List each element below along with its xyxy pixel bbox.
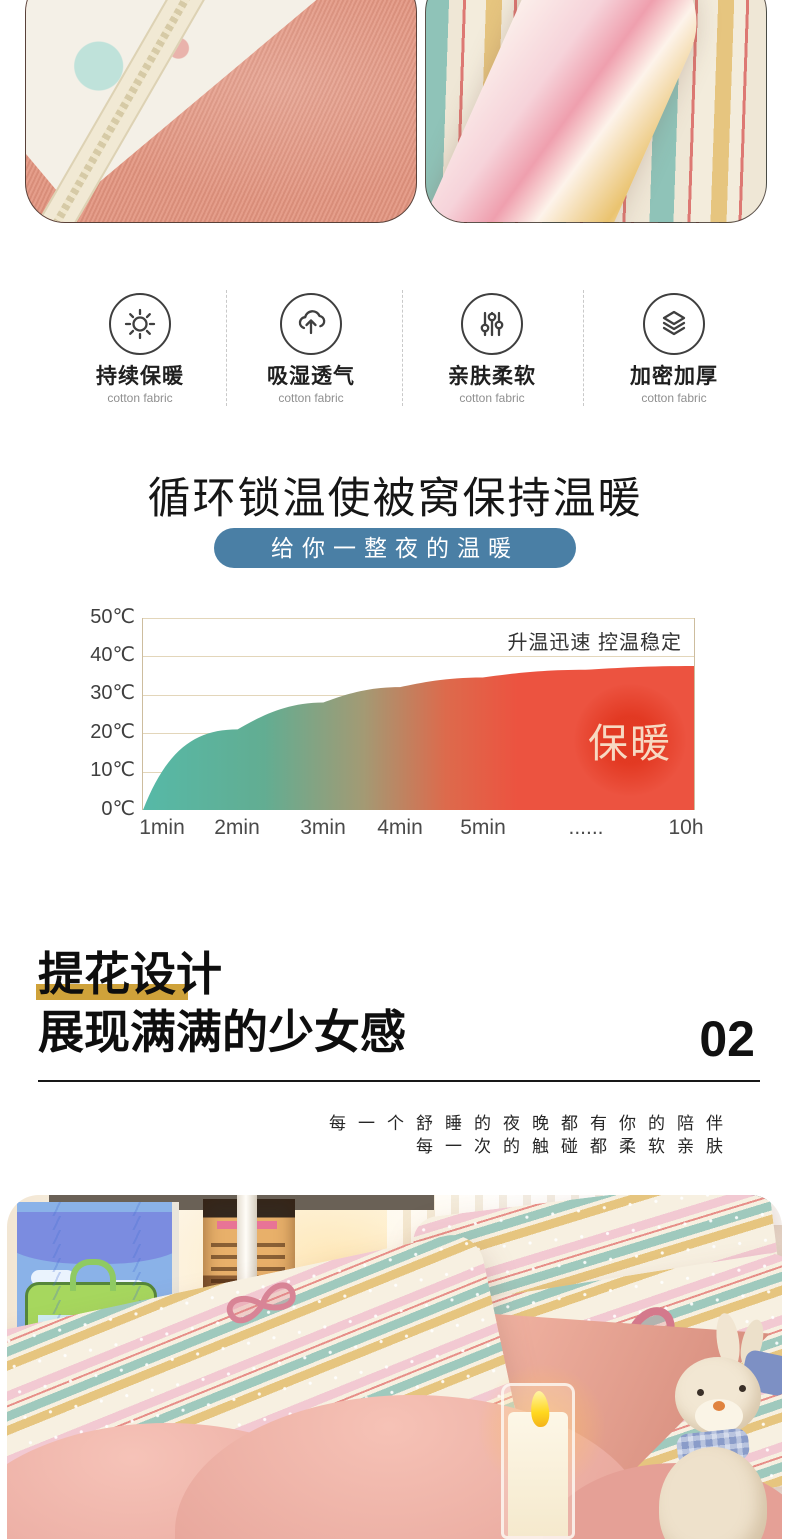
title-accent-bar — [36, 984, 188, 1000]
y-axis-tick: 40℃ — [90, 644, 135, 666]
feature-divider — [583, 290, 584, 406]
pink-bow-applique — [226, 1282, 296, 1324]
gridline-40c — [143, 656, 694, 657]
warmth-highlight-bubble: 保暖 — [574, 684, 686, 796]
feature-divider — [226, 290, 227, 406]
sun-icon — [124, 308, 156, 340]
temperature-area-series — [143, 666, 694, 810]
bunny-body — [659, 1447, 767, 1539]
candle-glass — [501, 1383, 575, 1539]
chart-plot-area: 保暖 升温迅速 控温稳定 — [142, 618, 695, 810]
design-section-title-line1: 提花设计 — [38, 948, 222, 1000]
feature-circle-warmth — [109, 293, 171, 355]
feature-circle-breathable — [280, 293, 342, 355]
section-number: 02 — [699, 1011, 755, 1067]
design-section-title-line2: 展现满满的少女感 — [38, 1006, 406, 1058]
feature-divider — [402, 290, 403, 406]
candle-wax — [508, 1412, 568, 1536]
feature-label: 加密加厚 — [630, 365, 718, 388]
plush-bunny-toy — [645, 1311, 782, 1539]
feature-label: 持续保暖 — [96, 365, 184, 388]
warming-temperature-chart: 50℃ 40℃ 30℃ 20℃ 10℃ 0℃ — [0, 595, 790, 850]
feature-label: 亲肤柔软 — [448, 365, 536, 388]
cartoon-awning — [17, 1212, 172, 1264]
layers-icon — [662, 310, 686, 336]
feature-sublabel: cotton fabric — [641, 391, 707, 405]
x-axis-tick: 10h — [668, 816, 704, 839]
y-axis-tick: 50℃ — [90, 606, 135, 628]
bedroom-scene-photo — [7, 1195, 782, 1539]
y-axis-tick: 0℃ — [101, 798, 135, 820]
fabric-closeup-photo-pink-zipper — [25, 0, 417, 223]
x-axis-tick: 2min — [214, 816, 260, 839]
chart-annotation: 升温迅速 控温稳定 — [507, 632, 682, 654]
x-axis-tick: 1min — [139, 816, 185, 839]
warmth-badge: 给你一整夜的温暖 — [214, 528, 576, 568]
bunny-nose — [713, 1401, 725, 1411]
feature-sublabel: cotton fabric — [459, 391, 525, 405]
feature-label: 吸湿透气 — [267, 365, 355, 388]
feature-sublabel: cotton fabric — [107, 391, 173, 405]
gridline-50c — [143, 618, 694, 619]
feature-circle-thick — [643, 293, 705, 355]
x-axis-tick: 4min — [377, 816, 423, 839]
y-axis-tick: 20℃ — [90, 721, 135, 743]
x-axis-tick: 3min — [300, 816, 346, 839]
x-axis-tick: ...... — [568, 816, 604, 839]
rolled-fabric — [426, 0, 719, 222]
x-axis-tick: 5min — [460, 816, 506, 839]
design-caption-line2: 每一次的触碰都柔软亲肤 — [416, 1137, 735, 1156]
design-caption-line1: 每一个舒睡的夜晚都有你的陪伴 — [329, 1114, 735, 1133]
bunny-eye — [697, 1389, 704, 1396]
bunny-eye — [739, 1385, 746, 1392]
y-axis-tick: 10℃ — [90, 759, 135, 781]
cloud-arrow-icon — [298, 310, 326, 335]
sliders-icon — [480, 311, 504, 337]
warmth-section-title: 循环锁温使被窝保持温暖 — [147, 475, 643, 523]
fabric-closeup-photo-striped-roll — [425, 0, 767, 223]
feature-circle-soft — [461, 293, 523, 355]
feature-sublabel: cotton fabric — [278, 391, 344, 405]
section-divider-line — [38, 1080, 760, 1082]
y-axis-tick: 30℃ — [90, 682, 135, 704]
